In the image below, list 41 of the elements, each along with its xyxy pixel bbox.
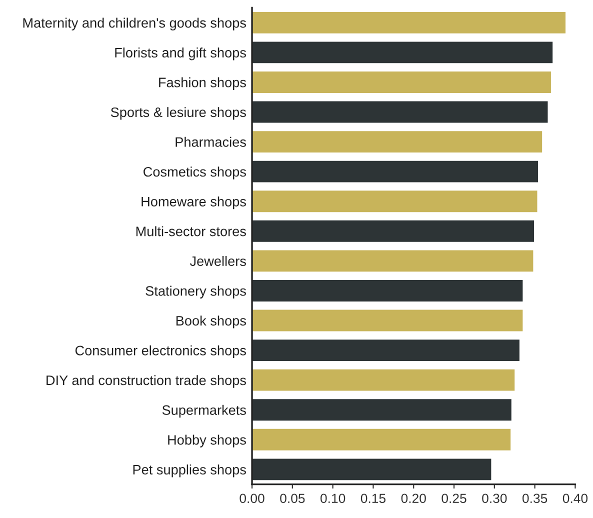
x-tick-label: 0.35	[522, 494, 548, 504]
x-tick-label: 0.20	[401, 494, 426, 504]
bar	[252, 131, 542, 153]
bar	[252, 310, 523, 332]
x-tick-label: 0.40	[562, 494, 588, 504]
bar	[252, 280, 523, 302]
bar	[252, 340, 520, 362]
bar	[252, 72, 551, 93]
y-tick-label: Maternity and children's goods shops	[23, 18, 246, 30]
x-tick-label: 0.30	[482, 494, 507, 504]
y-tick-label: Consumer electronics shops	[75, 345, 246, 358]
y-tick-label: Florists and gift shops	[115, 48, 246, 60]
bar	[252, 101, 548, 123]
bar	[252, 42, 553, 64]
bar	[252, 220, 534, 242]
x-tick-label: 0.25	[442, 494, 466, 504]
x-tick-label: 0.10	[320, 494, 346, 504]
y-tick-label: Fashion shops	[159, 77, 246, 90]
y-tick-label: Supermarkets	[162, 404, 246, 418]
bar	[252, 369, 515, 391]
x-tick-label: 0.00	[240, 494, 264, 504]
bar	[252, 190, 538, 212]
y-tick-label: Book shops	[176, 316, 246, 328]
y-tick-label: Cosmetics shops	[144, 166, 246, 180]
y-tick-label: DIY and construction trade shops	[46, 375, 246, 388]
y-tick-label: Hobby shops	[168, 434, 246, 448]
y-tick-label: Sports & lesiure shops	[110, 107, 246, 120]
x-tick-label: 0.05	[280, 494, 305, 504]
x-tick-label: 0.15	[360, 494, 386, 504]
y-tick-label: Homeware shops	[142, 196, 246, 210]
y-tick-label: Pharmacies	[176, 136, 246, 147]
bar	[252, 428, 511, 450]
bar	[252, 250, 534, 272]
y-tick-label: Pet supplies shops	[133, 464, 246, 478]
bar	[252, 399, 512, 421]
bar	[252, 160, 538, 182]
y-tick-label: Multi-sector stores	[136, 226, 246, 236]
bar	[252, 12, 566, 34]
y-tick-label: Stationery shops	[146, 286, 246, 298]
y-tick-label: Jewellers	[190, 256, 246, 266]
bar	[252, 458, 492, 480]
